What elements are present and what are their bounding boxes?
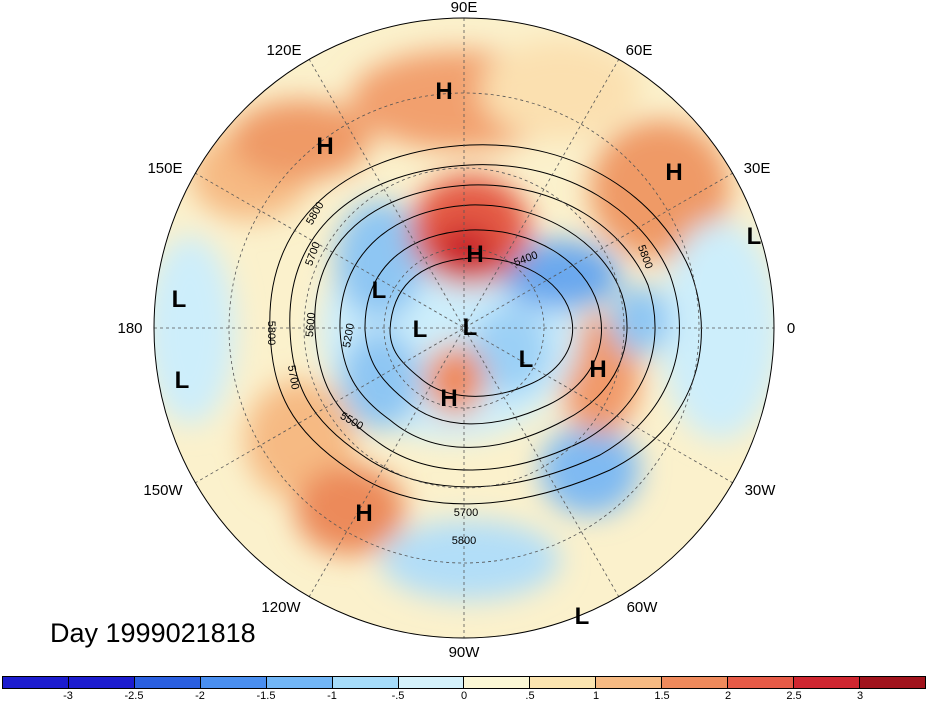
colorbar-swatch (859, 677, 925, 688)
low-pressure-marker: L (175, 367, 190, 394)
colorbar-tick-label: .5 (525, 690, 535, 702)
colorbar-tick-labels: -3 -2.5 -2 -1.5 -1 -.5 0 .5 1 1.5 2 2.5 3 (0, 690, 928, 702)
lon-label-90e: 90E (451, 0, 478, 16)
graticule (154, 18, 774, 638)
lon-label-60e: 60E (626, 42, 653, 59)
colorbar-swatch (794, 677, 860, 688)
contour-label: 5800 (265, 321, 277, 345)
colorbar-tick-label: 2.5 (786, 690, 802, 702)
colorbar-swatch (530, 677, 597, 688)
colorbar-swatch (464, 677, 531, 688)
high-pressure-marker: H (665, 159, 682, 186)
lon-label-30w: 30W (745, 482, 777, 499)
lon-label-150w: 150W (143, 482, 183, 499)
lon-label-60w: 60W (627, 599, 659, 616)
colorbar-swatch (398, 677, 465, 688)
contour-label: 5700 (285, 364, 301, 390)
colorbar-tick-label: 1 (592, 690, 600, 702)
colorbar-swatch (134, 677, 201, 688)
height-contours (269, 144, 702, 505)
lon-label-120w: 120W (261, 599, 301, 616)
lon-label-90w: 90W (449, 644, 481, 661)
colorbar-tick-label: -2 (195, 690, 205, 702)
low-pressure-marker: L (172, 286, 187, 313)
low-pressure-marker: L (575, 603, 590, 630)
colorbar-tick-label: 2 (724, 690, 732, 702)
high-pressure-marker: H (440, 385, 457, 412)
low-pressure-marker: L (372, 277, 387, 304)
colorbar-tick-label: 1.5 (654, 690, 670, 702)
colorbar-swatch (68, 677, 135, 688)
lon-label-120e: 120E (266, 42, 301, 59)
colorbar-swatch (596, 677, 663, 688)
colorbar-swatch (728, 677, 795, 688)
colorbar-tick-label: -1 (327, 690, 337, 702)
contour-label: 5700 (454, 507, 478, 519)
colorbar-tick-label: -2.5 (124, 690, 144, 702)
low-pressure-marker: L (463, 314, 478, 341)
high-pressure-marker: H (589, 356, 606, 383)
contour-label: 5800 (452, 535, 476, 547)
contour-label: 5600 (304, 312, 318, 337)
high-pressure-marker: H (466, 241, 483, 268)
lon-label-30e: 30E (744, 160, 771, 177)
pressure-centers: H H H H H H H H L L L L L L L L L (172, 78, 762, 630)
colorbar-tick-label: 3 (856, 690, 864, 702)
low-pressure-marker: L (747, 223, 762, 250)
colorbar-swatch (200, 677, 267, 688)
colorbar-tick-label: 0 (460, 690, 468, 702)
colorbar-tick-label: -1.5 (256, 690, 276, 702)
colorbar-tick-label: -3 (63, 690, 73, 702)
colorbar-swatch (662, 677, 729, 688)
colorbar-swatch (3, 677, 69, 688)
high-pressure-marker: H (316, 133, 333, 160)
colorbar-swatch (332, 677, 399, 688)
low-pressure-marker: L (519, 346, 534, 373)
low-pressure-marker: L (413, 316, 428, 343)
colorbar-swatch (266, 677, 333, 688)
map-title: Day 1999021818 (50, 618, 256, 648)
longitude-labels: 90E 60E 30E 0 30W 60W 90W 120W 150W 180 … (117, 0, 795, 661)
colorbar-tick-label: -.5 (391, 690, 405, 702)
lon-label-150e: 150E (147, 160, 182, 177)
colorbar (2, 676, 926, 689)
map-boundary (153, 17, 775, 639)
lon-label-0: 0 (787, 320, 795, 337)
high-pressure-marker: H (355, 500, 372, 527)
high-pressure-marker: H (435, 78, 452, 105)
lon-label-180: 180 (117, 320, 142, 337)
contour-label: 5200 (341, 322, 357, 348)
